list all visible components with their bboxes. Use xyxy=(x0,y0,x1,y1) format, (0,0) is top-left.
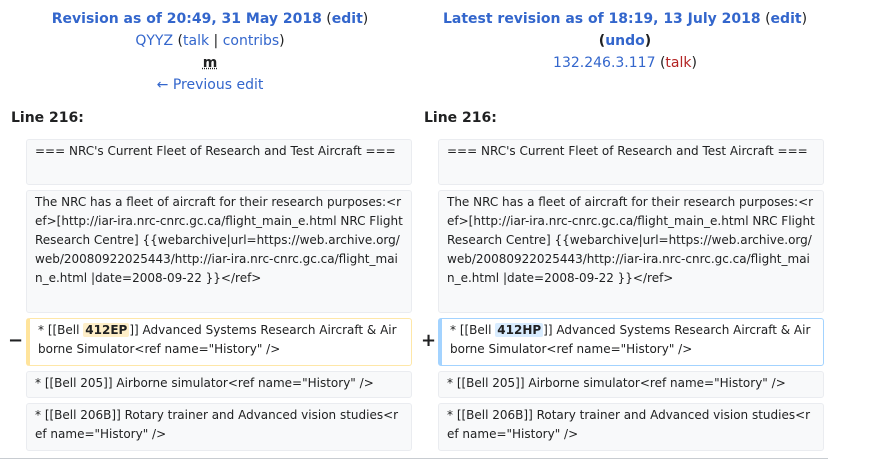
right-added-word: 412HP xyxy=(495,323,544,337)
right-revision-link[interactable]: Latest revision as of 18:19, 13 July 201… xyxy=(442,11,761,27)
right-undo-line: (undo) xyxy=(598,33,652,49)
left-minor-line: m xyxy=(10,52,410,74)
right-added-line: * [[Bell 412HP]] Advanced Systems Resear… xyxy=(438,318,824,366)
right-added-prefix: * [[Bell xyxy=(450,323,496,337)
right-revision-title-line: Latest revision as of 18:19, 13 July 201… xyxy=(442,11,808,27)
deleted-line-marker: − xyxy=(8,330,24,351)
left-revision-link[interactable]: Revision as of 20:49, 31 May 2018 xyxy=(51,11,322,27)
left-context-bell206b: * [[Bell 206B]] Rotary trainer and Advan… xyxy=(26,403,412,451)
left-edit-link[interactable]: edit xyxy=(331,11,363,27)
minor-edit-mark: m xyxy=(202,55,218,71)
previous-edit-link[interactable]: ← Previous edit xyxy=(156,77,264,93)
undo-link[interactable]: undo xyxy=(605,33,645,49)
right-added-suffix: ]] Advanced Systems Research Aircraft & … xyxy=(450,323,811,356)
left-revision-title-line: Revision as of 20:49, 31 May 2018 (edit) xyxy=(10,8,410,30)
left-deleted-suffix: ]] Advanced Systems Research Aircraft & … xyxy=(38,323,397,356)
left-deleted-line: * [[Bell 412EP]] Advanced Systems Resear… xyxy=(26,318,412,366)
right-context-bell206b: * [[Bell 206B]] Rotary trainer and Advan… xyxy=(438,403,824,451)
left-user-link[interactable]: QYYZ xyxy=(135,33,174,49)
right-context-bell205: * [[Bell 205]] Airborne simulator<ref na… xyxy=(438,371,824,398)
right-user-link[interactable]: 132.246.3.117 xyxy=(553,55,656,71)
left-context-heading: === NRC's Current Fleet of Research and … xyxy=(26,139,412,185)
left-deleted-prefix: * [[Bell xyxy=(38,323,84,337)
added-line-marker: + xyxy=(421,330,437,351)
right-context-paragraph: The NRC has a fleet of aircraft for thei… xyxy=(438,190,824,313)
left-user-line: QYYZ (talk | contribs) xyxy=(135,33,285,49)
left-previous-line: ← Previous edit xyxy=(10,74,410,96)
right-talk-link[interactable]: talk xyxy=(665,55,692,71)
left-context-bell205: * [[Bell 205]] Airborne simulator<ref na… xyxy=(26,371,412,398)
left-contribs-link[interactable]: contribs xyxy=(222,33,280,49)
left-line-number: Line 216: xyxy=(11,110,84,126)
left-revision-header: Revision as of 20:49, 31 May 2018 (edit)… xyxy=(10,8,410,96)
left-paren-close: ) xyxy=(362,11,369,27)
left-paren-open: ( xyxy=(326,11,332,27)
right-user-line: 132.246.3.117 (talk) xyxy=(553,55,697,71)
left-talk-link[interactable]: talk xyxy=(183,33,210,49)
left-context-paragraph: The NRC has a fleet of aircraft for thei… xyxy=(26,190,412,313)
right-context-heading: === NRC's Current Fleet of Research and … xyxy=(438,139,824,185)
bottom-divider xyxy=(0,458,828,459)
left-deleted-word: 412EP xyxy=(83,323,130,337)
right-edit-link[interactable]: edit xyxy=(770,11,802,27)
right-line-number: Line 216: xyxy=(424,110,497,126)
right-revision-header: Latest revision as of 18:19, 13 July 201… xyxy=(425,8,825,74)
